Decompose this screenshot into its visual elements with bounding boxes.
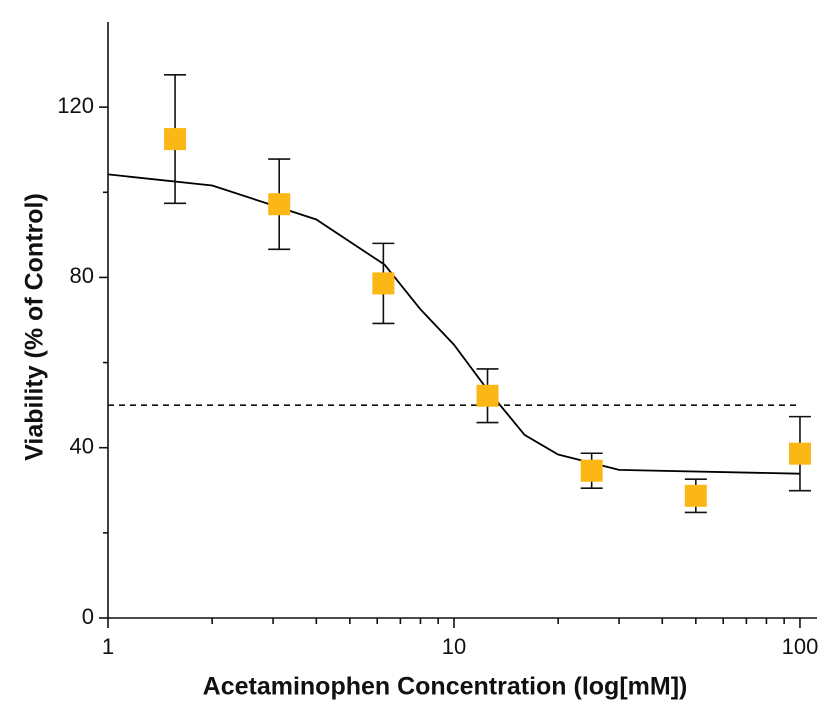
y-tick-label: 120 — [57, 93, 94, 118]
data-point — [788, 442, 811, 465]
data-point — [164, 128, 187, 151]
x-axis-title: Acetaminophen Concentration (log[mM]) — [203, 673, 688, 701]
x-tick-label: 100 — [782, 634, 819, 659]
data-point — [372, 272, 395, 295]
y-tick-label: 40 — [70, 434, 94, 459]
data-point — [684, 484, 707, 507]
data-point — [476, 384, 499, 407]
x-tick-label: 10 — [442, 634, 466, 659]
y-axis-title: Viability (% of Control) — [21, 193, 49, 461]
fit-curve — [107, 173, 801, 475]
data-point — [580, 459, 603, 482]
y-tick-label: 80 — [70, 263, 94, 288]
y-tick-label: 0 — [82, 604, 94, 629]
data-point — [268, 193, 291, 216]
x-tick-label: 1 — [102, 634, 114, 659]
